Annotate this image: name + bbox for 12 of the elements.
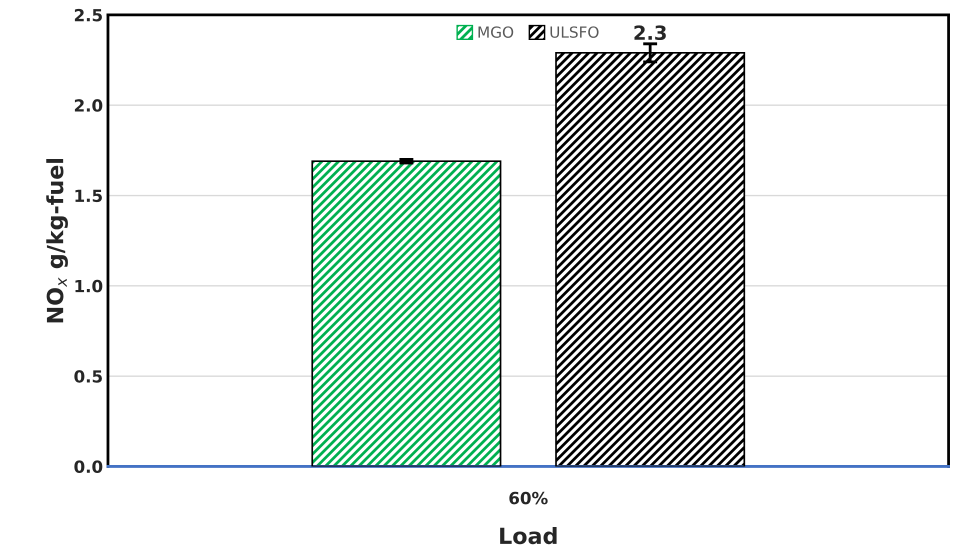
y-tick-label: 2.0 xyxy=(74,99,102,112)
x-axis-title: Load xyxy=(500,527,557,544)
legend-label: MGO xyxy=(478,26,514,38)
x-tick-label: 60% xyxy=(509,492,548,504)
data-label: 2.3 xyxy=(634,25,666,40)
legend-label: ULSFO xyxy=(550,26,599,38)
y-axis-title: NO$_{x}$ g/kg-fuel xyxy=(46,158,68,322)
y-tick-label: 0.0 xyxy=(74,460,102,474)
y-tick-label: 0.5 xyxy=(74,370,102,383)
y-tick-label: 2.5 xyxy=(74,8,102,22)
y-tick-label: 1.5 xyxy=(75,190,102,202)
y-tick-label: 1.0 xyxy=(75,280,102,292)
